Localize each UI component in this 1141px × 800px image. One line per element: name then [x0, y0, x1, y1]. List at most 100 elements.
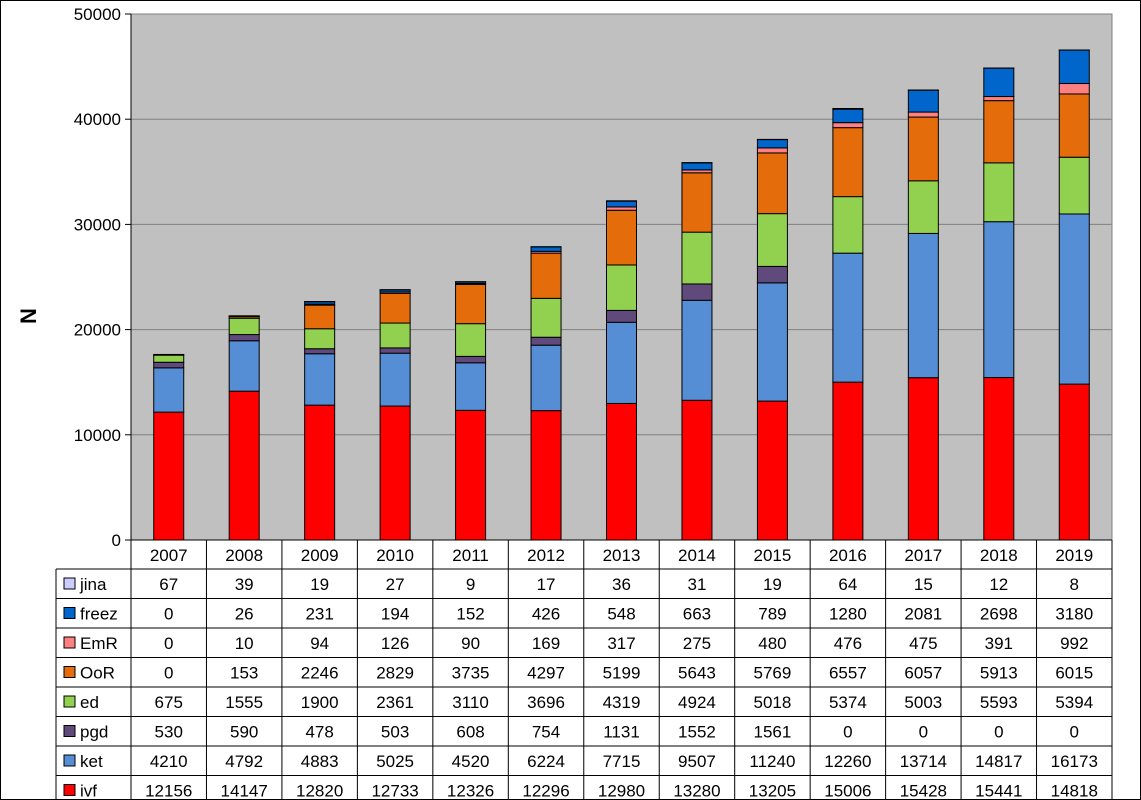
bar-segment-jina-2016 [832, 108, 864, 110]
bar-segment-freez-2015 [756, 139, 788, 149]
data-label: 12820 [296, 782, 343, 800]
legend-label-ket: ket [80, 752, 103, 771]
data-label: 7715 [603, 752, 641, 771]
bar-segment-ivf-2016 [832, 381, 864, 541]
bar-segment-OoR-2015 [756, 152, 788, 215]
data-label: 13280 [673, 782, 720, 800]
x-category-label: 2008 [225, 546, 263, 565]
data-label: 15441 [975, 782, 1022, 800]
data-label: 194 [381, 605, 409, 624]
legend-swatch-ket [63, 754, 76, 767]
bar-segment-pgd-2009 [304, 348, 336, 355]
x-category-label: 2012 [527, 546, 565, 565]
x-category-label: 2019 [1055, 546, 1093, 565]
bar-segment-freez-2016 [832, 108, 864, 124]
data-label: 17 [537, 575, 556, 594]
x-category-label: 2009 [301, 546, 339, 565]
data-label: 0 [919, 723, 928, 742]
legend-swatch-OoR [63, 666, 76, 678]
data-label: 530 [155, 723, 183, 742]
data-label: 12296 [522, 782, 569, 800]
data-label: 169 [532, 634, 560, 653]
data-label: 3696 [527, 693, 565, 712]
data-label: 1555 [225, 693, 263, 712]
bar-segment-ed-2014 [681, 231, 713, 285]
bar-segment-ed-2011 [455, 323, 487, 357]
data-label: 11240 [749, 752, 795, 771]
bars [153, 49, 1090, 541]
bar-segment-ed-2017 [907, 180, 939, 234]
x-category-label: 2016 [829, 546, 867, 565]
data-label: 317 [607, 634, 635, 653]
bar-segment-ivf-2017 [907, 377, 939, 541]
data-label: 13205 [749, 782, 796, 800]
data-label: 152 [456, 605, 484, 624]
data-label: 0 [843, 723, 852, 742]
data-label: 4319 [603, 693, 641, 712]
bar-segment-ket-2018 [983, 221, 1015, 379]
bar-segment-freez-2012 [530, 246, 562, 252]
y-tick-label: 30000 [74, 215, 121, 234]
data-label: 8 [1070, 575, 1079, 594]
bar-segment-ivf-2010 [379, 405, 411, 541]
data-label: 275 [683, 634, 711, 653]
legend-swatch-ed [63, 695, 76, 708]
x-category-label: 2013 [603, 546, 641, 565]
data-label: 675 [155, 693, 183, 712]
bar-segment-ivf-2013 [606, 402, 637, 541]
bar-segment-pgd-2014 [681, 283, 713, 301]
y-tick-label: 50000 [74, 5, 121, 24]
bar-segment-OoR-2011 [455, 283, 487, 325]
data-label: 12980 [598, 782, 645, 800]
data-label: 16173 [1051, 752, 1098, 771]
data-label: 12733 [371, 782, 418, 800]
bar-segment-ed-2012 [530, 297, 562, 338]
bar-segment-ket-2014 [681, 299, 713, 401]
data-label: 0 [994, 723, 1003, 742]
data-label: 19 [310, 575, 329, 594]
legend-label-pgd: pgd [80, 723, 108, 742]
bar-segment-ed-2013 [606, 264, 637, 311]
x-category-label: 2010 [376, 546, 414, 565]
bar-segment-ed-2015 [756, 213, 788, 267]
data-label: 1552 [678, 723, 716, 742]
bar-segment-EmR-2016 [832, 122, 864, 129]
legend-label-EmR: EmR [80, 634, 118, 653]
data-label: 5643 [678, 664, 716, 683]
bar-segment-EmR-2019 [1058, 83, 1090, 95]
data-label: 12156 [145, 782, 192, 800]
data-label: 10 [235, 634, 254, 653]
legend-label-OoR: OoR [80, 664, 115, 683]
data-label: 0 [164, 634, 173, 653]
bar-segment-EmR-2015 [756, 147, 788, 154]
bar-segment-ivf-2007 [153, 411, 185, 541]
data-label: 15006 [824, 782, 871, 800]
data-label: 231 [305, 605, 333, 624]
data-label: 5018 [754, 693, 792, 712]
data-label: 12260 [824, 752, 871, 771]
bar-segment-ket-2013 [606, 321, 637, 404]
bar-segment-OoR-2019 [1058, 93, 1090, 158]
data-label: 6057 [904, 664, 942, 683]
data-label: 9 [466, 575, 475, 594]
bar-segment-ed-2016 [832, 196, 864, 254]
bar-segment-OoR-2016 [832, 127, 864, 198]
bar-segment-ivf-2019 [1058, 383, 1090, 541]
bar-segment-pgd-2007 [153, 361, 185, 369]
bar-segment-pgd-2010 [379, 347, 411, 354]
data-label: 5003 [904, 693, 942, 712]
bar-segment-pgd-2008 [228, 334, 260, 342]
data-label: 426 [532, 605, 560, 624]
bar-segment-OoR-2017 [907, 116, 939, 182]
bar-segment-ket-2012 [530, 344, 562, 412]
data-label: 6015 [1055, 664, 1093, 683]
data-label: 2829 [376, 664, 414, 683]
data-label: 31 [688, 575, 707, 594]
data-label: 90 [461, 634, 480, 653]
data-label: 5593 [980, 693, 1018, 712]
data-label: 590 [230, 723, 258, 742]
data-label: 12 [989, 575, 1008, 594]
y-tick-label: 40000 [74, 110, 121, 129]
y-tick-label: 10000 [74, 426, 121, 445]
x-category-label: 2018 [980, 546, 1018, 565]
